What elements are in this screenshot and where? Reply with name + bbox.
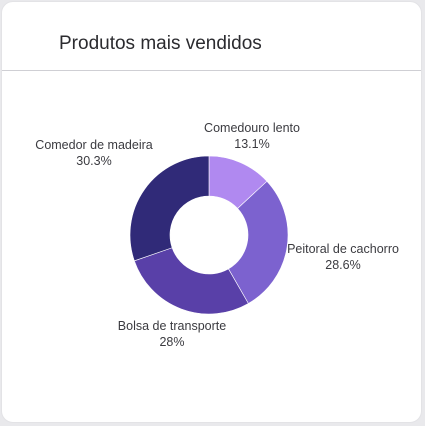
slice-label-bolsa-de-transporte: Bolsa de transporte 28% bbox=[118, 318, 226, 350]
donut-slice-comedor-de-madeira[interactable] bbox=[129, 155, 210, 262]
slice-label-peitoral-de-cachorro: Peitoral de cachorro 28.6% bbox=[287, 241, 399, 273]
slice-label-value: 30.3% bbox=[76, 154, 112, 168]
slice-label-comedor-de-madeira: Comedor de madeira 30.3% bbox=[35, 137, 152, 169]
slice-label-value: 13.1% bbox=[234, 137, 270, 151]
donut-slice-bolsa-de-transporte[interactable] bbox=[133, 247, 249, 315]
slice-label-comedouro-lento: Comedouro lento 13.1% bbox=[204, 120, 300, 152]
donut-chart-svg bbox=[129, 155, 289, 315]
slice-label-value: 28.6% bbox=[325, 258, 361, 272]
slice-label-value: 28% bbox=[159, 335, 185, 349]
donut-slice-peitoral-de-cachorro[interactable] bbox=[228, 180, 289, 304]
slice-label-name: Comedouro lento bbox=[204, 121, 300, 135]
card-title: Produtos mais vendidos bbox=[59, 33, 262, 54]
slice-label-name: Bolsa de transporte bbox=[117, 319, 227, 333]
card-header: Produtos mais vendidos bbox=[2, 2, 421, 71]
slice-label-name: Comedor de madeira bbox=[35, 138, 153, 152]
donut-chart: Comedouro lento 13.1% Peitoral de cachor… bbox=[2, 2, 421, 422]
slice-label-name: Peitoral de cachorro bbox=[287, 242, 399, 256]
